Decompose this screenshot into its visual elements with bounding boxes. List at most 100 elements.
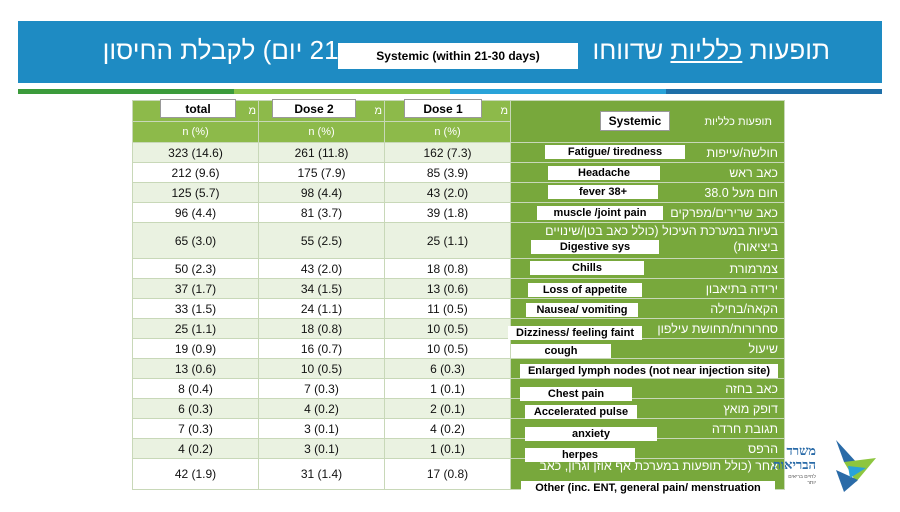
cell-dose2: 18 (0.8) (258, 318, 385, 339)
cell-dose1: 17 (0.8) (384, 458, 511, 490)
logo-line: הבריאות (772, 457, 816, 472)
n-pct-dose2: n (%) (258, 121, 385, 143)
row-label-english: Dizziness/ feeling faint (508, 326, 642, 340)
row-label-hebrew: דופק מואץ (510, 398, 785, 419)
cell-total: 13 (0.6) (132, 358, 259, 379)
row-label-english: Chest pain (520, 387, 632, 401)
table-row: 6 (0.3) 4 (0.2) 2 (0.1) דופק מואץ (132, 398, 785, 419)
cell-total: 4 (0.2) (132, 438, 259, 459)
cell-dose2: 55 (2.5) (258, 222, 385, 259)
total-header-box: total (160, 99, 236, 118)
cell-total: 19 (0.9) (132, 338, 259, 359)
adverse-events-table: מ מ מ תופעות כלליות n (%) n (%) n (%) 32… (132, 100, 785, 490)
cell-total: 25 (1.1) (132, 318, 259, 339)
table-row: 8 (0.4) 7 (0.3) 1 (0.1) כאב בחזה (132, 378, 785, 399)
cell-total: 125 (5.7) (132, 182, 259, 203)
cell-dose2: 16 (0.7) (258, 338, 385, 359)
cell-total: 212 (9.6) (132, 162, 259, 183)
table-row: 37 (1.7) 34 (1.5) 13 (0.6) ירידה בתיאבון (132, 278, 785, 299)
cell-total: 65 (3.0) (132, 222, 259, 259)
cell-dose1: 11 (0.5) (384, 298, 511, 319)
cell-dose2: 98 (4.4) (258, 182, 385, 203)
cell-dose2: 261 (11.8) (258, 142, 385, 163)
cell-dose1: 13 (0.6) (384, 278, 511, 299)
row-label-english: fever 38+ (548, 185, 658, 199)
cell-dose2: 31 (1.4) (258, 458, 385, 490)
cell-total: 50 (2.3) (132, 258, 259, 279)
divider-stripe (18, 89, 234, 94)
title-part: יום) לקבלת החיסון (102, 35, 310, 65)
cell-dose1: 6 (0.3) (384, 358, 511, 379)
row-label-english: Nausea/ vomiting (526, 303, 638, 317)
table-row: 25 (1.1) 18 (0.8) 10 (0.5) סחרורות/תחושת עי… (132, 318, 785, 339)
n-pct-total: n (%) (132, 121, 259, 143)
cell-dose2: 4 (0.2) (258, 398, 385, 419)
row-label-english: cough (511, 344, 611, 358)
cell-dose1: 85 (3.9) (384, 162, 511, 183)
ministry-of-health-logo: משרד הבריאות לחיים בריאים יותר (773, 436, 886, 496)
systemic-header-box: Systemic (600, 111, 670, 131)
logo-subtext: לחיים בריאים יותר (788, 474, 816, 486)
table-row: 4 (0.2) 3 (0.1) 1 (0.1) הרפס (132, 438, 785, 459)
row-label-english: muscle /joint pain (537, 206, 663, 220)
title-part: שדווחו (585, 35, 671, 65)
table-row: 96 (4.4) 81 (3.7) 39 (1.8) כאב שרירים/מפרקי… (132, 202, 785, 223)
cell-dose2: 7 (0.3) (258, 378, 385, 399)
cell-total: 96 (4.4) (132, 202, 259, 223)
cell-total: 33 (1.5) (132, 298, 259, 319)
table-row: 212 (9.6) 175 (7.9) 85 (3.9) כאב ראש (132, 162, 785, 183)
cell-dose1: 43 (2.0) (384, 182, 511, 203)
table-row: 65 (3.0) 55 (2.5) 25 (1.1) בעיות במערכת העי… (132, 222, 785, 259)
cell-dose2: 43 (2.0) (258, 258, 385, 279)
table-row: 33 (1.5) 24 (1.1) 11 (0.5) הקאה/בחילה (132, 298, 785, 319)
partial-text: מ (248, 105, 256, 117)
cell-total: 7 (0.3) (132, 418, 259, 439)
title-part: תופעות (742, 35, 830, 65)
table-row: 50 (2.3) 43 (2.0) 18 (0.8) צמרמורת (132, 258, 785, 279)
cell-dose2: 3 (0.1) (258, 418, 385, 439)
row-label-english: Other (inc. ENT, general pain/ menstruat… (521, 481, 775, 495)
cell-dose2: 34 (1.5) (258, 278, 385, 299)
cell-dose2: 175 (7.9) (258, 162, 385, 183)
cell-dose1: 1 (0.1) (384, 378, 511, 399)
cell-dose1: 162 (7.3) (384, 142, 511, 163)
cell-dose1: 18 (0.8) (384, 258, 511, 279)
logo-line: משרד (786, 443, 816, 458)
n-pct-dose1: n (%) (384, 121, 511, 143)
logo-mark-icon (836, 440, 876, 492)
cell-dose2: 10 (0.5) (258, 358, 385, 379)
row-label-english: Headache (548, 166, 660, 180)
table-row: 19 (0.9) 16 (0.7) 10 (0.5) שיעול (132, 338, 785, 359)
page-title: תופעות כלליות שדווחו -21 יום) לקבלת החיס… (103, 35, 830, 66)
english-title-overlay: Systemic (within 21-30 days) (338, 43, 578, 69)
cell-total: 42 (1.9) (132, 458, 259, 490)
divider-stripe (450, 89, 666, 94)
cell-dose2: 24 (1.1) (258, 298, 385, 319)
row-label-english: Digestive sys (531, 240, 659, 254)
cell-dose1: 25 (1.1) (384, 222, 511, 259)
dose2-header-box: Dose 2 (272, 99, 356, 118)
cell-dose1: 2 (0.1) (384, 398, 511, 419)
row-label-english: herpes (525, 448, 635, 462)
row-label-english: Fatigue/ tiredness (545, 145, 685, 159)
divider-stripe (234, 89, 450, 94)
partial-text: מ (374, 105, 382, 117)
title-banner: תופעות כלליות שדווחו -21 יום) לקבלת החיס… (18, 21, 882, 83)
title-underlined: כלליות (670, 35, 743, 65)
row-label-english: Chills (530, 261, 644, 275)
row-label-english: anxiety (525, 427, 657, 441)
logo-text: משרד הבריאות (773, 444, 816, 472)
cell-total: 323 (14.6) (132, 142, 259, 163)
table-row: 125 (5.7) 98 (4.4) 43 (2.0) חום מעל 38.0 (132, 182, 785, 203)
cell-total: 6 (0.3) (132, 398, 259, 419)
cell-dose1: 1 (0.1) (384, 438, 511, 459)
row-header-hebrew: תופעות כלליות (704, 115, 773, 128)
row-label-english: Accelerated pulse (525, 405, 637, 419)
partial-text: מ (500, 105, 508, 117)
cell-dose1: 10 (0.5) (384, 318, 511, 339)
cell-dose1: 10 (0.5) (384, 338, 511, 359)
cell-dose2: 3 (0.1) (258, 438, 385, 459)
cell-total: 8 (0.4) (132, 378, 259, 399)
cell-total: 37 (1.7) (132, 278, 259, 299)
cell-dose1: 4 (0.2) (384, 418, 511, 439)
